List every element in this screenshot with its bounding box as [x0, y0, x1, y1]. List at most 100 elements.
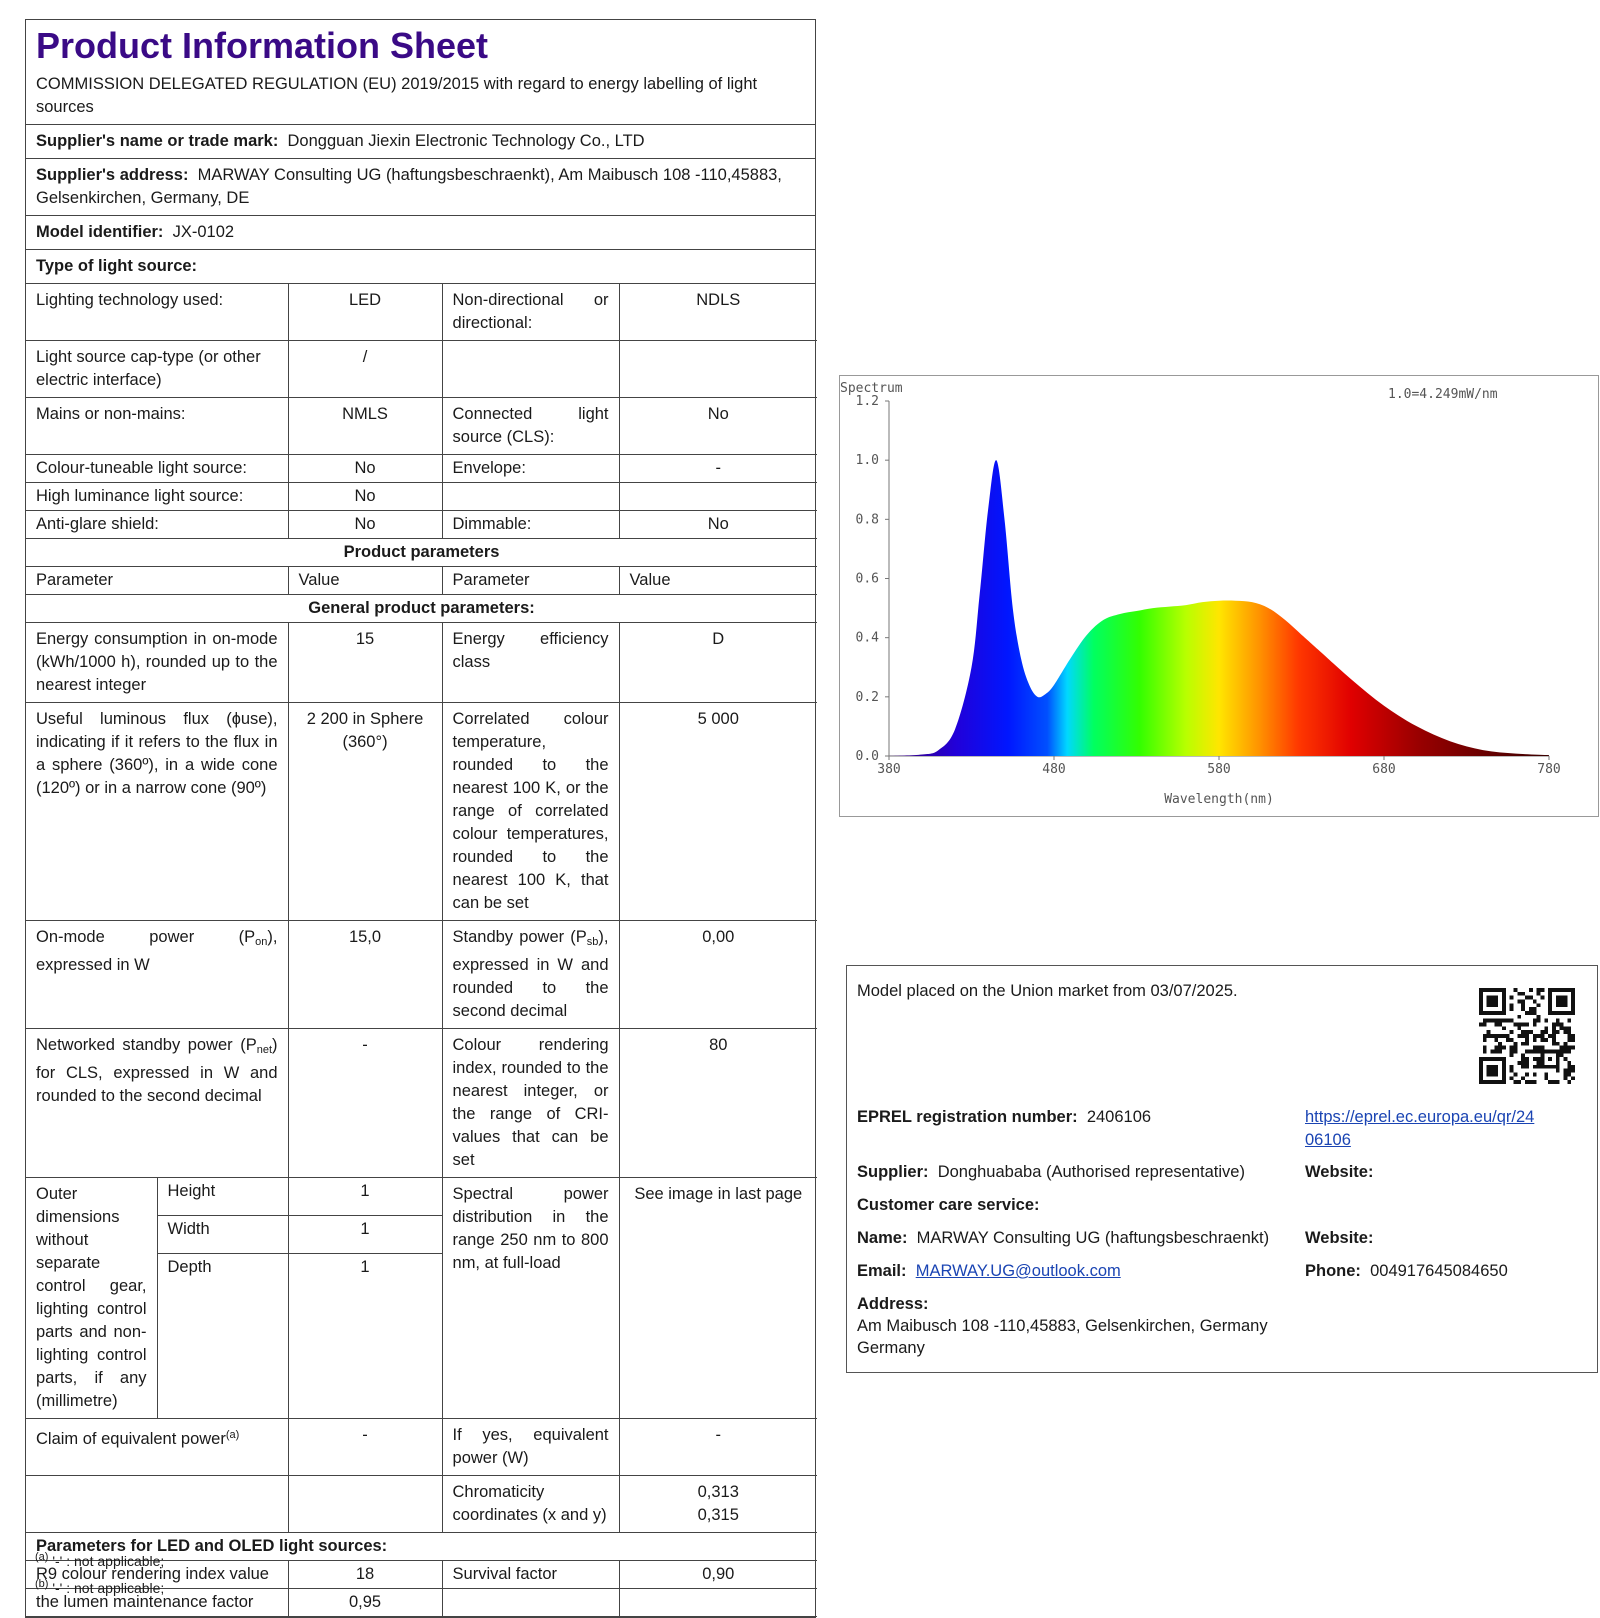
market-info-box: Model placed on the Union market from 03…: [846, 965, 1598, 1373]
networked-standby-text: Networked standby power (P: [36, 1036, 257, 1054]
equivalent-power-claim-text: Claim of equivalent power: [36, 1430, 226, 1448]
col-header-value-2: Value: [618, 566, 818, 595]
energy-consumption-label: Energy consumption in on-mode (kWh/1000 …: [26, 622, 289, 703]
depth-value: 1: [287, 1253, 443, 1419]
networked-standby-label: Networked standby power (Pnet) for CLS, …: [26, 1028, 289, 1178]
supplier-name-value: Dongguan Jiexin Electronic Technology Co…: [287, 132, 645, 150]
light-source-param-label-2: Connected light source (CLS):: [441, 397, 620, 455]
light-source-param-value: No: [287, 510, 443, 539]
contact-name-row: Name: MARWAY Consulting UG (haftungsbesc…: [857, 1227, 1269, 1250]
light-source-param-label: Lighting technology used:: [26, 284, 289, 341]
light-source-param-label-2: [441, 340, 620, 398]
y-tick-label: 0.4: [856, 631, 880, 646]
survival-factor-value: 0,90: [618, 1560, 818, 1589]
y-tick-label: 0.0: [856, 749, 879, 764]
empty-cell: [441, 1588, 620, 1617]
x-tick-label: 780: [1537, 762, 1560, 777]
r9-index-value: 18: [287, 1560, 443, 1589]
col-header-value: Value: [287, 566, 443, 595]
equivalent-power-value: -: [618, 1418, 818, 1476]
light-source-param-value-2: [618, 482, 818, 511]
x-tick-label: 580: [1207, 762, 1230, 777]
spectral-distribution-label: Spectral power distribution in the range…: [441, 1177, 620, 1419]
light-source-param-label-2: Envelope:: [441, 454, 620, 483]
standby-power-text: Standby power (P: [452, 928, 587, 946]
chart-annotation: 1.0=4.249mW/nm: [1388, 387, 1498, 402]
height-label: Height: [156, 1177, 289, 1216]
x-tick-label: 480: [1042, 762, 1065, 777]
eprel-link[interactable]: https://eprel.ec.europa.eu/qr/24 06106: [1305, 1108, 1534, 1149]
qr-code-icon: [1479, 988, 1575, 1084]
market-placed-text: Model placed on the Union market from 03…: [857, 982, 1238, 1000]
y-tick-label: 0.2: [856, 690, 879, 705]
light-source-param-value-2: No: [618, 510, 818, 539]
phone-value: 004917645084650: [1370, 1262, 1508, 1280]
colour-rendering-label: Colour rendering index, rounded to the n…: [441, 1028, 620, 1178]
depth-label: Depth: [157, 1253, 289, 1419]
page-title: Product Information Sheet: [36, 25, 489, 66]
chromaticity-y: 0,315: [697, 1506, 739, 1524]
eprel-link-line1: https://eprel.ec.europa.eu/qr/24: [1305, 1108, 1535, 1126]
contact-name-label: Name:: [857, 1229, 908, 1247]
survival-factor-label: Survival factor: [441, 1560, 620, 1589]
energy-efficiency-label: Energy efficiency class: [441, 622, 620, 703]
model-identifier-row: Model identifier: JX-0102: [26, 216, 815, 250]
light-source-param-value: No: [287, 454, 443, 483]
height-value: 1: [287, 1177, 443, 1216]
colour-temperature-label: Correlated colour temperature, rounded t…: [441, 702, 620, 921]
email-link[interactable]: MARWAY.UG@outlook.com: [915, 1262, 1121, 1280]
empty-cell: [26, 1475, 289, 1533]
phone-row: Phone: 004917645084650: [1305, 1260, 1508, 1283]
supplier-value: Donghuababa (Authorised representative): [937, 1163, 1245, 1181]
col-header-parameter: Parameter: [26, 566, 289, 595]
spectrum-chart-svg: 0.0 0.2 0.4 0.6 0.8 1.0 1.2 380 480 580 680 780 Spe…: [840, 381, 1561, 807]
colour-temperature-value: 5 000: [618, 702, 818, 921]
equivalent-power-claim-value: -: [287, 1418, 443, 1476]
light-source-param-label: High luminance light source:: [26, 482, 289, 511]
chromaticity-x: 0,313: [697, 1483, 739, 1501]
standby-power-label: Standby power (Psb), expressed in W and …: [441, 920, 620, 1029]
standby-power-value: 0,00: [618, 920, 818, 1029]
email-label: Email:: [857, 1262, 907, 1280]
website-label: Website:: [1305, 1163, 1374, 1181]
address-label: Address:: [857, 1295, 929, 1313]
networked-standby-text-end: ) for CLS, expressed in W and rounded to…: [36, 1036, 278, 1105]
x-axis-label: Wavelength(nm): [1164, 792, 1274, 807]
lumen-maintenance-value: 0,95: [287, 1588, 443, 1617]
supplier-address-value: MARWAY Consulting UG (haftungsbeschraenk…: [36, 166, 782, 207]
spectral-distribution-value: See image in last page: [618, 1177, 818, 1419]
y-tick-label: 0.8: [856, 512, 879, 527]
width-label: Width: [157, 1215, 289, 1254]
product-sheet: Product Information Sheet COMMISSION DEL…: [25, 19, 818, 1618]
on-mode-power-label: On-mode power (Pon), expressed in W: [26, 920, 289, 1029]
outer-dimensions-label: Outer dimensions without separate contro…: [26, 1177, 158, 1419]
email-row: Email: MARWAY.UG@outlook.com: [857, 1260, 1121, 1283]
empty-cell: [618, 1588, 818, 1617]
x-tick-label: 380: [877, 762, 900, 777]
footnote-a-mark: (a): [35, 1551, 49, 1563]
networked-standby-subscript: net: [256, 1044, 273, 1056]
light-source-param-value-2: No: [618, 397, 818, 455]
light-source-param-label: Light source cap-type (or other electric…: [26, 340, 289, 398]
light-source-type-heading: Type of light source:: [26, 250, 815, 284]
eprel-link-wrap: https://eprel.ec.europa.eu/qr/24 06106: [1305, 1106, 1534, 1152]
supplier-label: Supplier:: [857, 1163, 929, 1181]
light-source-param-value-2: -: [618, 454, 818, 483]
light-source-param-value: No: [287, 482, 443, 511]
footnote-a: (a) '-' : not applicable;: [35, 1548, 164, 1570]
address-line-2: Germany: [857, 1339, 925, 1357]
light-source-param-label-2: Dimmable:: [441, 510, 620, 539]
customer-care-heading: Customer care service:: [857, 1196, 1040, 1214]
colour-rendering-value: 80: [618, 1028, 818, 1178]
light-source-param-value-2: [618, 340, 818, 398]
equivalent-power-claim-label: Claim of equivalent power(a): [26, 1418, 289, 1476]
phone-label: Phone:: [1305, 1262, 1361, 1280]
supplier-row: Supplier: Donghuababa (Authorised repres…: [857, 1161, 1245, 1184]
spectrum-chart: 0.0 0.2 0.4 0.6 0.8 1.0 1.2 380 480 580 680 780 Spe…: [839, 375, 1599, 817]
supplier-name-row: Supplier's name or trade mark: Dongguan …: [26, 125, 815, 159]
energy-efficiency-value: D: [618, 622, 818, 703]
light-source-param-value: NMLS: [287, 397, 443, 455]
supplier-address-label: Supplier's address:: [36, 166, 189, 184]
light-source-param-value: /: [287, 340, 443, 398]
light-source-param-label-2: [441, 482, 620, 511]
